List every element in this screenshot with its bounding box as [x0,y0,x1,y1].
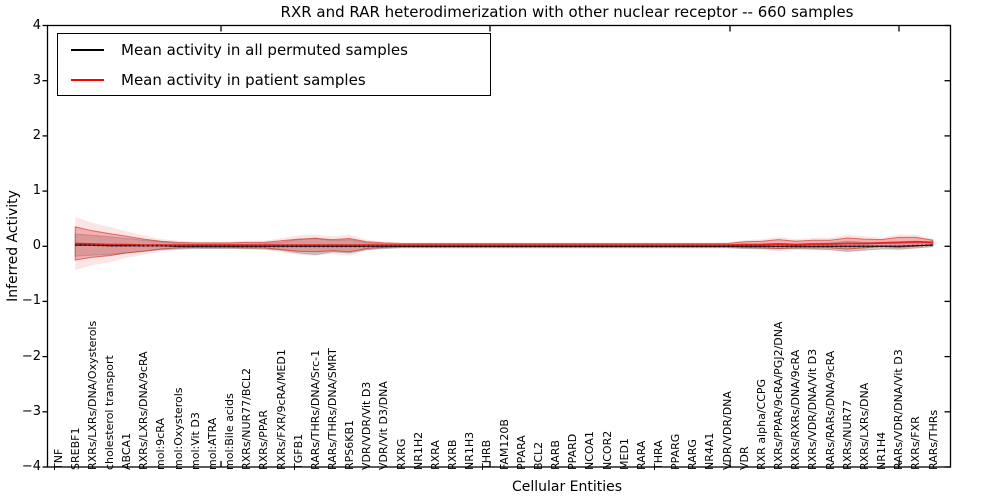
x-category-label: mol:ATRA [205,417,219,470]
legend-item-permuted: Mean activity in all permuted samples [58,36,490,64]
x-category-label: VDR/Vit D3/DNA [377,381,391,470]
x-category-label: mol:Vit D3 [188,412,202,470]
x-category-label: RARs/THRs [926,409,940,470]
x-category-label: ABCA1 [120,432,134,470]
x-category-label: NR4A1 [703,432,717,470]
y-tick-label: −3 [21,403,41,419]
x-category-label: BCL2 [531,441,545,470]
y-tick-label: 1 [32,183,41,199]
x-category-label: RARs/VDR/DNA/Vit D3 [892,349,906,470]
x-category-label: RXRs/PPAR/9cRA/PGJ2/DNA [772,321,786,471]
y-tick-label: 4 [32,17,41,33]
x-category-label: RXRs/FXR/9cRA/MED1 [274,349,288,470]
x-category-label: RXRG [394,438,408,470]
x-category-label: PPARG [669,433,683,470]
x-category-label: RPS6KB1 [343,419,357,470]
x-category-label: RARs/RARs/DNA/9cRA [823,350,837,470]
x-category-label: PPARA [514,435,528,470]
x-category-label: NCOA1 [583,431,597,470]
legend-label: Mean activity in patient samples [121,71,366,89]
legend-item-patient: Mean activity in patient samples [58,66,490,94]
y-tick-label: −2 [21,348,41,364]
x-category-label: RARA [634,440,648,470]
legend-line-red [71,79,104,81]
x-category-label: VDR [737,446,751,470]
chart-title: RXR and RAR heterodimerization with othe… [280,3,854,21]
x-category-label: RARs/THRs/DNA/Src-1 [308,349,322,470]
x-category-label: VDR/VDR/DNA [720,391,734,470]
y-tick-label: −4 [21,459,41,474]
x-category-label: TNF [51,448,65,470]
x-category-label: mol:9cRA [154,418,168,470]
x-category-label: RXR alpha/CCPG [754,378,768,470]
x-category-label: RXRs/LXRs/DNA [857,382,871,470]
x-category-label: VDR/VDR/Vit D3 [360,381,374,470]
legend-label: Mean activity in all permuted samples [121,41,408,59]
x-category-label: RXRs/LXRs/DNA/Oxysterols [85,320,99,470]
x-category-label: NCOR2 [600,430,614,470]
x-category-label: NR1H2 [411,431,425,470]
y-tick-label: −1 [21,293,41,309]
x-category-label: PPARD [566,433,580,470]
x-category-label: cholesterol transport [102,355,116,470]
x-category-label: RARs/THRs/DNA/SMRT [326,348,339,470]
x-category-label: RXRs/NUR77/BCL2 [240,367,254,470]
x-category-label: RXRs/RXRs/DNA/9cRA [789,349,803,470]
x-category-label: FAM120B [497,419,511,470]
x-category-label: mol:Bile acids [223,393,237,470]
y-tick-label: 0 [32,238,41,254]
x-category-label: RXRB [446,439,460,470]
x-category-label: THRB [480,439,494,470]
x-category-label: TGFB1 [291,433,305,470]
x-category-label: NR1H4 [875,431,889,470]
legend-line-black [71,49,104,51]
x-category-label: RARB [549,440,563,470]
x-category-label: THRA [651,440,665,470]
x-category-label: RXRs/LXRs/DNA/9cRA [137,351,151,470]
x-category-label: NR1H3 [463,431,477,470]
x-category-label: mol:Oxysterols [171,387,185,471]
x-category-label: RXRA [428,440,442,470]
x-category-label: SREBF1 [68,427,82,470]
x-category-label: RXRs/NUR77 [840,399,854,470]
x-category-label: MED1 [617,438,631,470]
legend: Mean activity in all permuted samples Me… [57,33,491,96]
x-category-label: RXRs/VDR/DNA/Vit D3 [806,348,820,470]
x-category-label: RARG [686,439,700,470]
x-category-label: RXRs/FXR [909,416,923,470]
x-category-label: RXRs/PPAR [257,410,271,470]
y-tick-label: 3 [32,72,41,88]
x-axis-label: Cellular Entities [511,479,623,495]
y-tick-label: 2 [32,127,41,143]
